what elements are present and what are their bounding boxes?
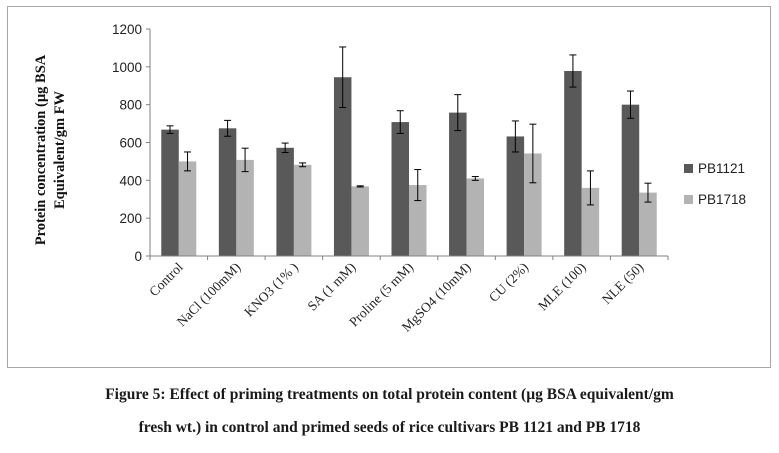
bar-PB1718-7 bbox=[581, 187, 600, 256]
bar-PB1718-0 bbox=[178, 161, 197, 256]
y-axis-title-line2: Equivalent/gm FW bbox=[52, 90, 68, 209]
x-tick-label: SA (1 mM) bbox=[304, 260, 358, 314]
bar-PB1121-5 bbox=[449, 112, 467, 256]
legend-label-PB1718: PB1718 bbox=[698, 192, 746, 207]
bar-PB1718-1 bbox=[236, 159, 254, 256]
caption-line-1: Figure 5: Effect of priming treatments o… bbox=[105, 386, 674, 403]
y-tick-label: 0 bbox=[134, 249, 142, 264]
bar-PB1121-2 bbox=[276, 147, 294, 256]
bar-PB1718-4 bbox=[409, 185, 427, 256]
y-axis-title: Protein concentration (µg BSA Equivalent… bbox=[33, 54, 68, 245]
error-bars bbox=[166, 46, 652, 206]
y-tick-label: 400 bbox=[119, 173, 142, 188]
y-axis-ticks: 0 200 400 600 800 1000 1200 bbox=[112, 22, 150, 264]
bar-PB1121-3 bbox=[333, 77, 352, 256]
x-tick-label: NLE (50) bbox=[599, 260, 646, 307]
legend-swatch-PB1121 bbox=[684, 164, 693, 173]
y-tick-label: 1000 bbox=[112, 60, 142, 75]
bar-PB1121-8 bbox=[621, 104, 640, 257]
x-tick-label: CU (2%) bbox=[486, 260, 531, 305]
bar-PB1718-8 bbox=[639, 192, 657, 256]
caption-line-2: fresh wt.) in control and primed seeds o… bbox=[138, 419, 641, 436]
y-axis-title-line1: Protein concentration (µg BSA bbox=[33, 54, 49, 245]
y-tick-label: 800 bbox=[119, 98, 142, 113]
bar-PB1718-3 bbox=[351, 186, 369, 256]
axes bbox=[149, 29, 669, 260]
legend-swatch-PB1718 bbox=[684, 195, 693, 204]
bar-series bbox=[161, 70, 657, 257]
bar-PB1121-1 bbox=[218, 128, 237, 256]
bar-PB1121-4 bbox=[391, 122, 409, 256]
bar-chart: Protein concentration (µg BSA Equivalent… bbox=[33, 22, 746, 335]
bar-PB1718-2 bbox=[293, 164, 312, 256]
bar-PB1718-5 bbox=[466, 178, 485, 256]
bar-PB1121-6 bbox=[506, 136, 525, 256]
bar-PB1121-0 bbox=[161, 129, 179, 256]
y-tick-label: 600 bbox=[119, 136, 142, 151]
figure-caption: Figure 5: Effect of priming treatments o… bbox=[0, 378, 779, 444]
bar-PB1718-6 bbox=[524, 153, 542, 256]
x-tick-label: MLE (100) bbox=[535, 260, 589, 314]
legend-label-PB1121: PB1121 bbox=[698, 161, 745, 176]
y-tick-label: 1200 bbox=[112, 22, 142, 37]
x-tick-label: Control bbox=[146, 259, 186, 299]
x-tick-label: KNO3 (1% ) bbox=[241, 260, 301, 320]
chart-frame: Protein concentration (µg BSA Equivalent… bbox=[7, 6, 771, 368]
legend: PB1121 PB1718 bbox=[684, 161, 746, 207]
y-tick-label: 200 bbox=[119, 211, 142, 226]
bar-PB1121-7 bbox=[564, 70, 582, 256]
